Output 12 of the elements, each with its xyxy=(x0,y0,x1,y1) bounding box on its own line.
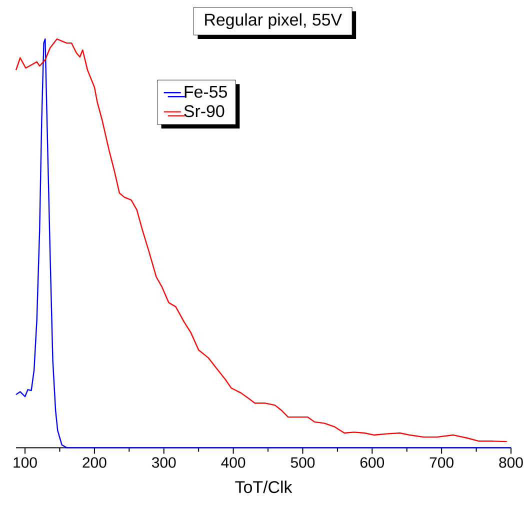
x-axis-title: ToT/Clk xyxy=(235,480,292,494)
x-tick-label: 100 xyxy=(14,457,37,468)
legend-label: Fe-55 xyxy=(184,86,227,98)
x-tick-label: 400 xyxy=(221,457,246,468)
x-tick-label: 700 xyxy=(430,457,454,468)
x-tick-label: 300 xyxy=(152,457,176,468)
x-tick-label: 200 xyxy=(82,457,106,468)
x-tick-label: 500 xyxy=(290,457,315,468)
x-tick-label: 600 xyxy=(360,457,384,468)
x-tick-label: 800 xyxy=(499,457,523,468)
chart-title: Regular pixel, 55V xyxy=(205,13,342,30)
legend-label: Sr-90 xyxy=(184,105,224,118)
